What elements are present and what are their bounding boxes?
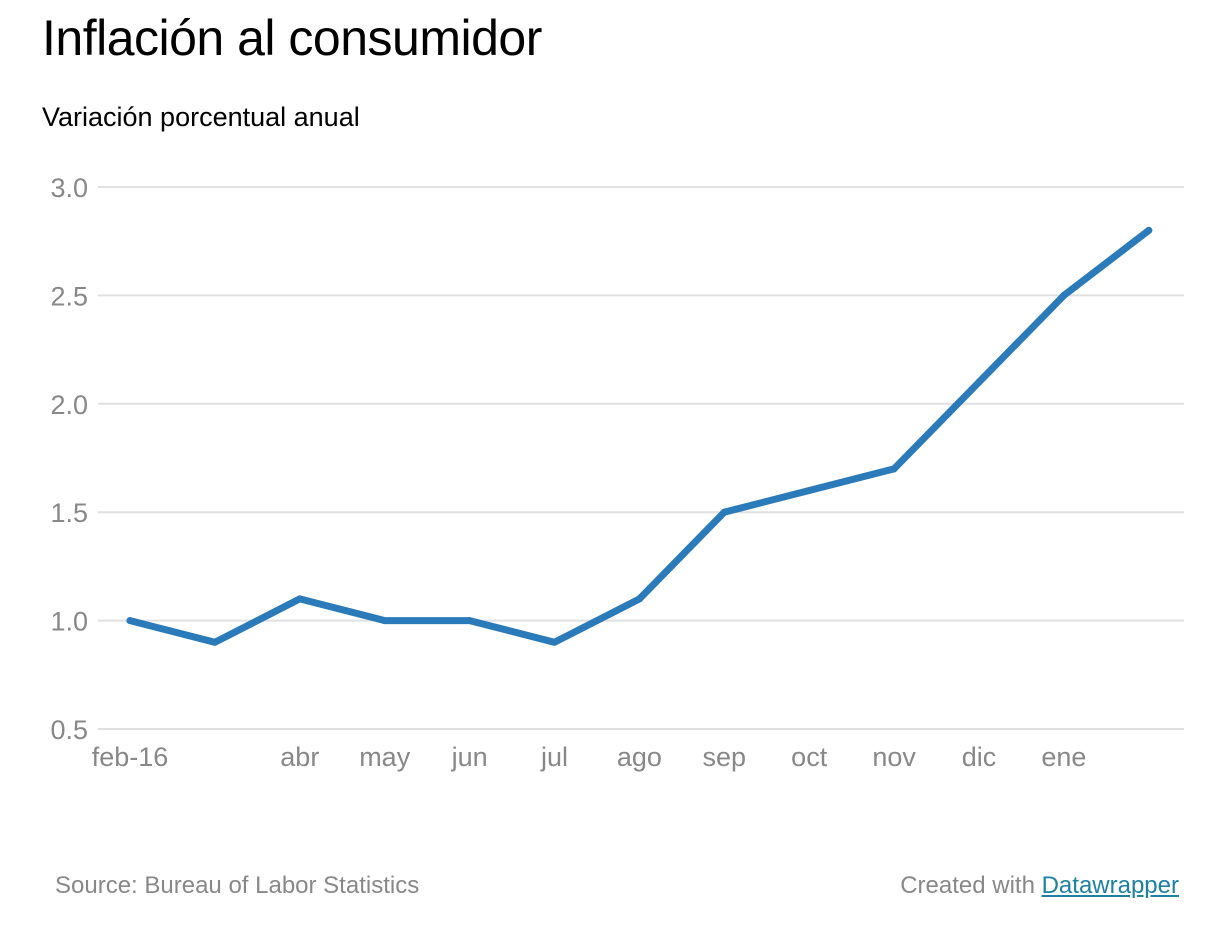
x-tick-label: feb-16: [92, 742, 169, 772]
chart-title: Inflación al consumidor: [42, 10, 542, 66]
chart-subtitle: Variación porcentual anual: [42, 102, 360, 132]
y-tick-label: 1.0: [50, 607, 88, 637]
x-tick-label: ene: [1041, 742, 1086, 772]
data-point: [635, 595, 643, 603]
credit-prefix: Created with: [900, 872, 1042, 899]
y-tick-label: 1.5: [50, 498, 88, 528]
data-point: [381, 617, 389, 625]
y-axis-ticks: 0.5 1.0 1.5 2.0 2.5 3.0: [50, 173, 88, 745]
data-point: [466, 617, 474, 625]
x-tick-label: abr: [280, 742, 319, 772]
x-tick-label: ago: [617, 742, 662, 772]
data-point: [720, 508, 728, 516]
data-point: [975, 378, 983, 386]
y-tick-label: 3.0: [50, 173, 88, 203]
data-point: [890, 465, 898, 473]
series-layer: [126, 226, 1153, 646]
datawrapper-link[interactable]: Datawrapper: [1041, 872, 1179, 899]
data-point: [551, 638, 558, 646]
x-tick-label: dic: [962, 742, 997, 772]
x-tick-label: oct: [791, 742, 828, 772]
data-point: [211, 638, 219, 646]
data-point: [126, 617, 134, 625]
data-point: [805, 487, 813, 495]
data-point: [1145, 226, 1153, 234]
credit-note: Created with Datawrapper: [900, 871, 1179, 901]
data-point: [296, 595, 304, 603]
series-line: [126, 226, 1153, 646]
x-tick-label: jul: [540, 742, 568, 772]
x-tick-label: sep: [703, 742, 747, 772]
source-note: Source: Bureau of Labor Statistics: [55, 872, 420, 899]
grid-layer: [98, 186, 1184, 730]
x-axis-ticks: feb-16 abr may jun jul ago sep oct nov dic ene: [92, 742, 1087, 772]
x-tick-label: jun: [451, 742, 488, 772]
x-tick-label: may: [359, 742, 411, 772]
y-tick-label: 2.5: [50, 281, 88, 311]
y-tick-label: 2.0: [50, 390, 88, 420]
y-tick-label: 0.5: [50, 715, 88, 745]
data-point: [1060, 291, 1068, 299]
x-tick-label: nov: [872, 742, 916, 772]
